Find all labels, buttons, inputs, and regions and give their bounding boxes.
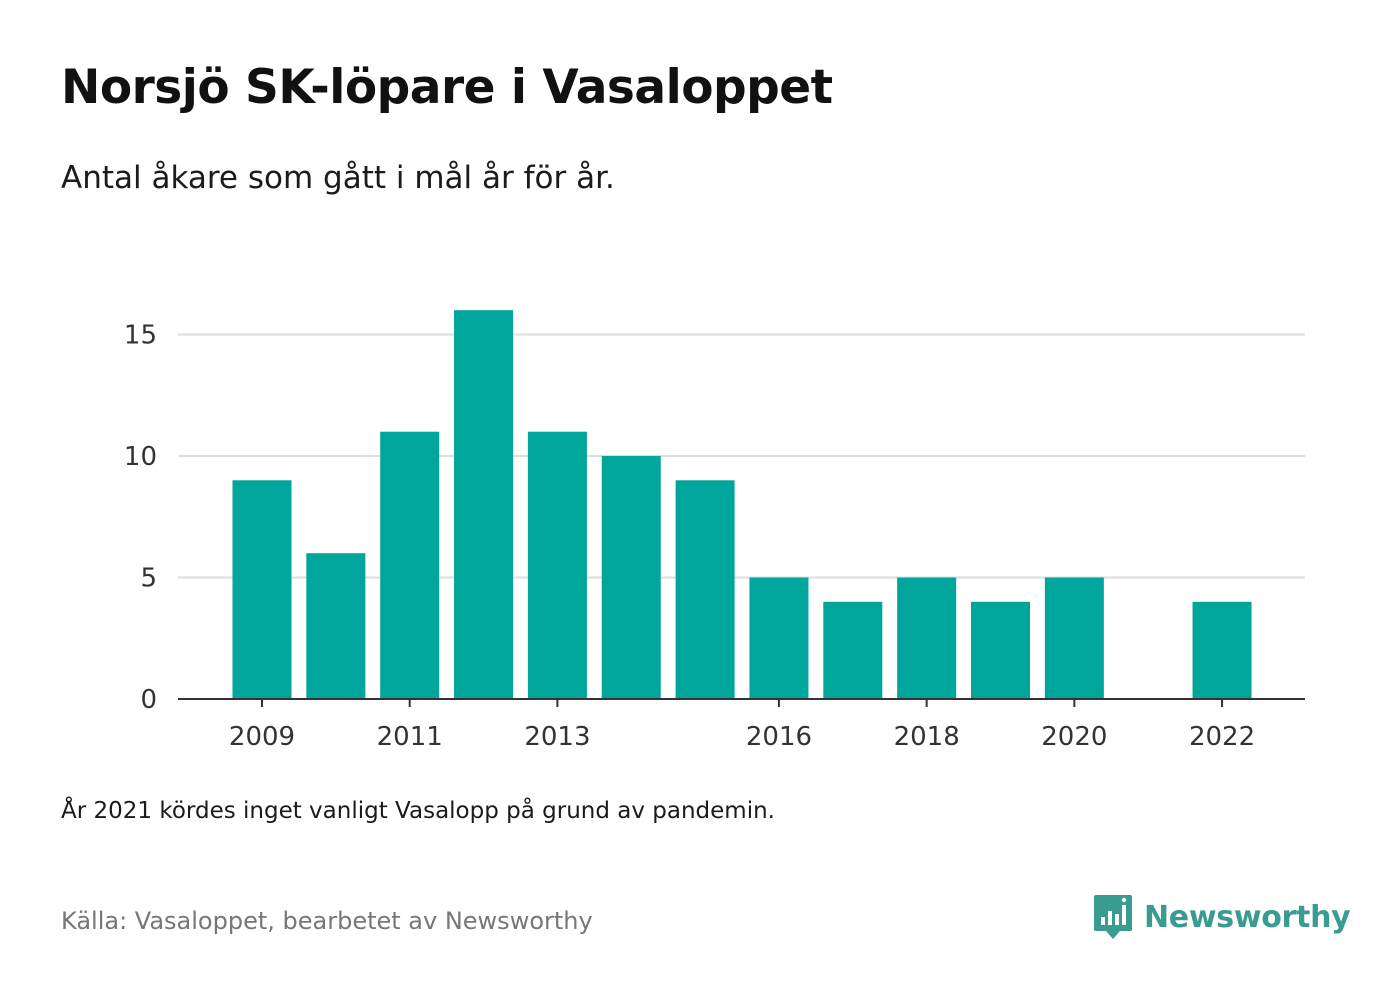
- bar-2020: [1044, 577, 1104, 699]
- y-tick-label: 10: [124, 442, 157, 472]
- bar-2012: [454, 310, 514, 699]
- x-tick-label: 2018: [894, 722, 960, 752]
- bar-2014: [601, 456, 661, 699]
- newsworthy-brand: Newsworthy: [1092, 892, 1351, 942]
- chart-subtitle: Antal åkare som gått i mål år för år.: [61, 160, 615, 196]
- y-tick-label: 5: [140, 564, 157, 594]
- bar-2010: [306, 553, 366, 699]
- source-credit: Källa: Vasaloppet, bearbetet av Newswort…: [61, 907, 593, 935]
- x-tick-label: 2013: [524, 722, 590, 752]
- x-tick-label: 2009: [229, 722, 295, 752]
- bar-2016: [749, 577, 809, 699]
- newsworthy-logo-icon: [1094, 895, 1132, 939]
- y-tick-label: 0: [140, 685, 157, 715]
- chart-note: År 2021 kördes inget vanligt Vasalopp på…: [61, 798, 775, 824]
- brand-name: Newsworthy: [1144, 899, 1351, 935]
- chart-title: Norsjö SK-löpare i Vasaloppet: [61, 60, 833, 115]
- x-tick-label: 2022: [1189, 722, 1255, 752]
- bar-2017: [823, 601, 883, 699]
- bar-2009: [232, 480, 292, 699]
- x-tick-label: 2016: [746, 722, 812, 752]
- x-tick-label: 2011: [377, 722, 443, 752]
- bar-2011: [380, 431, 440, 699]
- y-tick-label: 15: [124, 321, 157, 351]
- x-tick-label: 2020: [1041, 722, 1107, 752]
- bar-2022: [1192, 601, 1252, 699]
- bar-2013: [527, 431, 587, 699]
- bar-2019: [971, 601, 1030, 699]
- bar-2015: [675, 480, 735, 699]
- bar-2018: [897, 577, 957, 699]
